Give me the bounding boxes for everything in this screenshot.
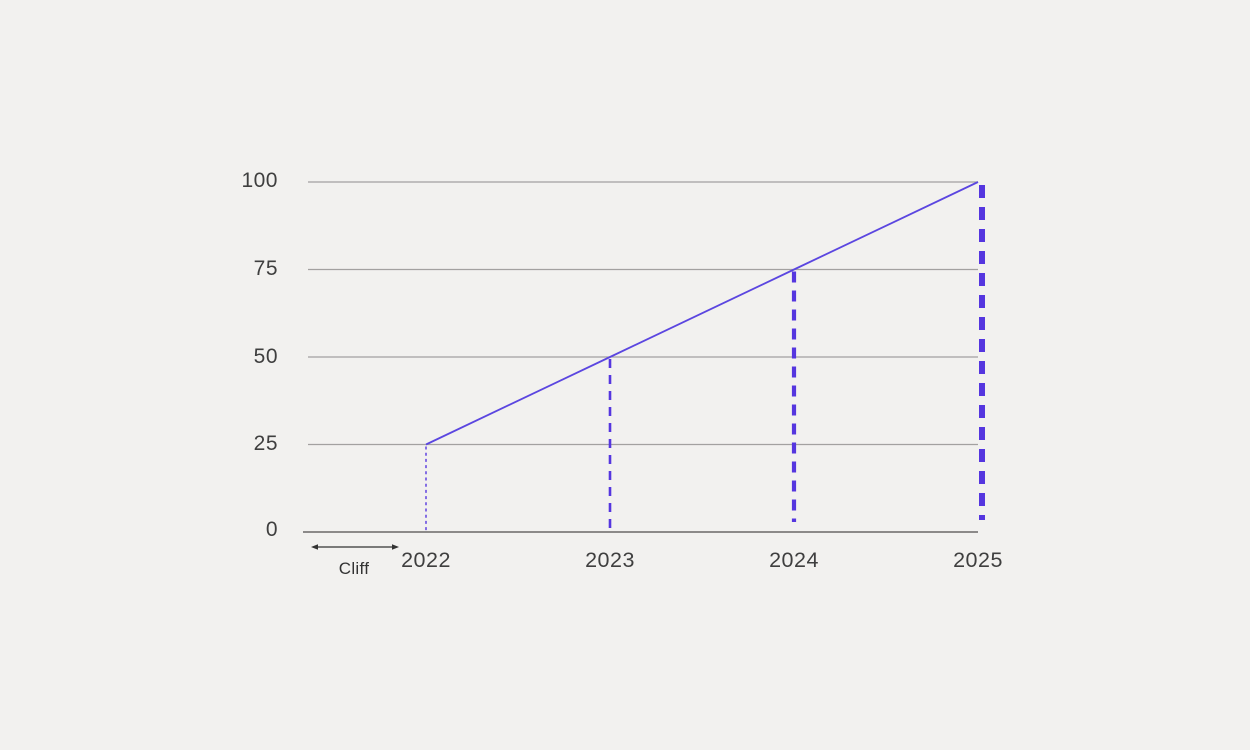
x-tick-2022: 2022	[401, 548, 451, 572]
x-tick-2024: 2024	[769, 548, 819, 572]
cliff-arrow-head-left	[311, 544, 318, 550]
y-tick-100: 100	[241, 169, 278, 193]
y-tick-0: 0	[265, 518, 278, 542]
cliff-annotation-label: Cliff	[338, 559, 370, 578]
vesting-series-line	[425, 181, 979, 446]
y-tick-25: 25	[253, 432, 278, 456]
y-tick-50: 50	[253, 345, 278, 369]
cliff-arrow-head-right	[392, 544, 399, 550]
x-tick-2023: 2023	[585, 548, 635, 572]
x-tick-2025: 2025	[953, 548, 1003, 572]
y-tick-75: 75	[253, 257, 278, 281]
